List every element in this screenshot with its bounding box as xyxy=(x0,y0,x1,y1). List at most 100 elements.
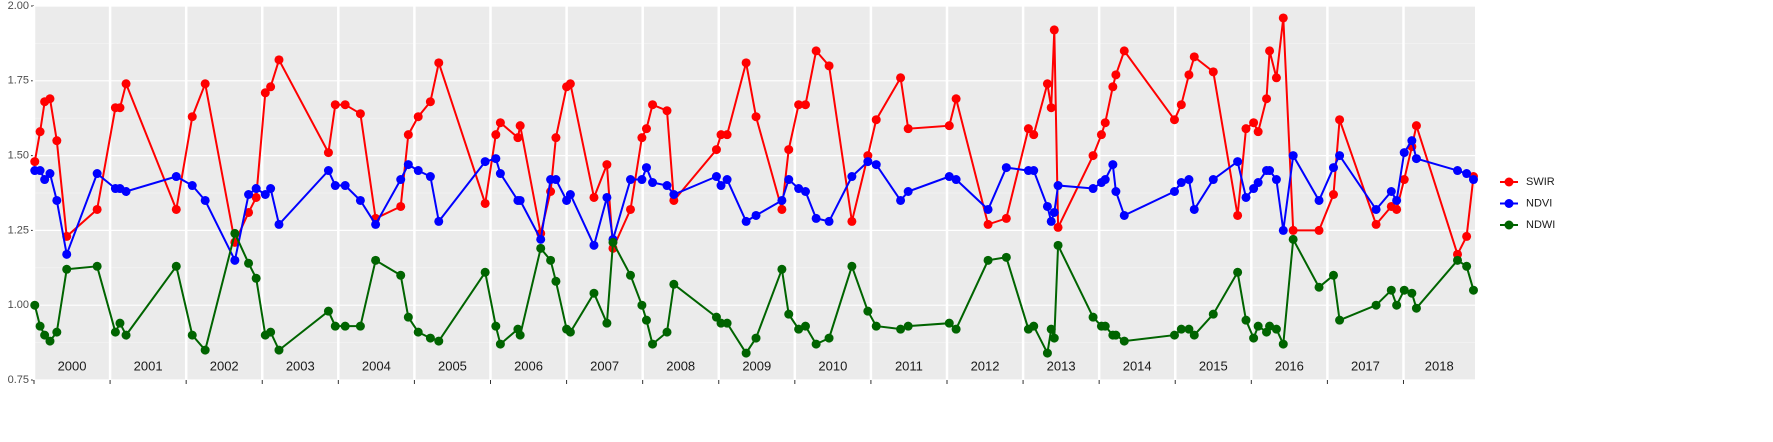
data-point xyxy=(1335,151,1345,161)
data-point xyxy=(1253,321,1263,331)
data-point xyxy=(903,187,913,197)
x-tick-label: 2002 xyxy=(210,358,239,373)
data-point xyxy=(1288,225,1298,235)
data-point xyxy=(515,121,525,131)
data-point xyxy=(1233,157,1243,167)
data-point xyxy=(1371,300,1381,310)
data-point xyxy=(355,321,365,331)
data-point xyxy=(944,172,954,182)
data-point xyxy=(1278,225,1288,235)
y-tick-label: 1.00 xyxy=(8,299,29,311)
data-point xyxy=(1119,46,1129,56)
data-point xyxy=(722,175,732,185)
data-point xyxy=(1462,231,1472,241)
data-point xyxy=(121,330,131,340)
data-point xyxy=(274,219,284,229)
data-point xyxy=(1042,201,1052,211)
data-point xyxy=(1407,288,1417,298)
data-point xyxy=(565,189,575,199)
data-point xyxy=(944,121,954,131)
data-point xyxy=(1053,240,1063,250)
data-point xyxy=(983,204,993,214)
data-point xyxy=(110,327,120,337)
data-point xyxy=(711,172,721,182)
data-point xyxy=(251,192,261,202)
data-point xyxy=(1208,175,1218,185)
data-point xyxy=(1253,127,1263,137)
data-point xyxy=(1046,103,1056,113)
data-point xyxy=(1046,324,1056,334)
data-point xyxy=(1288,151,1298,161)
data-point xyxy=(491,321,501,331)
data-point xyxy=(608,237,618,247)
data-point xyxy=(491,130,501,140)
x-tick-label: 2011 xyxy=(895,358,923,373)
data-point xyxy=(1001,252,1011,262)
data-point xyxy=(171,261,181,271)
data-point xyxy=(403,130,413,140)
data-point xyxy=(1407,136,1417,146)
data-point xyxy=(515,330,525,340)
data-point xyxy=(251,273,261,283)
data-point xyxy=(1411,121,1421,131)
data-point xyxy=(1096,130,1106,140)
series-line xyxy=(33,230,1475,357)
data-point xyxy=(1241,124,1251,134)
data-point xyxy=(824,333,834,343)
data-point xyxy=(551,133,561,143)
data-point xyxy=(340,321,350,331)
legend-label: NDWI xyxy=(1526,219,1555,231)
data-point xyxy=(403,160,413,170)
legend-marker xyxy=(1504,177,1514,187)
data-point xyxy=(92,261,102,271)
data-point xyxy=(1386,285,1396,295)
data-point xyxy=(396,175,406,185)
data-point xyxy=(1042,348,1052,358)
data-point xyxy=(1208,67,1218,77)
data-point xyxy=(944,318,954,328)
data-point xyxy=(648,100,658,110)
data-point xyxy=(396,270,406,280)
data-point xyxy=(625,204,635,214)
data-point xyxy=(589,240,599,250)
data-point xyxy=(784,145,794,155)
data-point xyxy=(1208,309,1218,319)
data-point xyxy=(669,279,679,289)
data-point xyxy=(1088,312,1098,322)
data-point xyxy=(1271,324,1281,334)
data-point xyxy=(1233,210,1243,220)
data-point xyxy=(121,79,131,89)
x-tick-label: 2014 xyxy=(1123,358,1152,373)
data-point xyxy=(200,345,210,355)
legend-marker xyxy=(1504,199,1514,208)
x-tick-label: 2017 xyxy=(1351,358,1380,373)
data-point xyxy=(121,187,131,197)
data-point xyxy=(480,157,490,167)
data-point xyxy=(40,175,50,185)
data-point xyxy=(480,198,490,208)
data-point xyxy=(266,82,276,92)
x-tick-label: 2001 xyxy=(134,358,163,373)
data-point xyxy=(1371,219,1381,229)
data-point xyxy=(1029,166,1039,176)
data-point xyxy=(903,124,913,134)
data-point xyxy=(371,255,381,265)
data-point xyxy=(551,175,561,185)
data-point xyxy=(1314,195,1324,205)
data-point xyxy=(1335,115,1345,125)
data-point xyxy=(794,324,804,334)
data-point xyxy=(266,184,276,194)
data-point xyxy=(1111,70,1121,80)
data-point xyxy=(784,175,794,185)
data-point xyxy=(794,184,804,194)
data-point xyxy=(847,216,857,226)
data-point xyxy=(230,228,240,238)
data-point xyxy=(536,243,546,253)
x-tick-label: 2004 xyxy=(362,358,391,373)
data-point xyxy=(625,175,635,185)
data-point xyxy=(1111,330,1121,340)
data-point xyxy=(30,157,40,167)
data-point xyxy=(1189,204,1199,214)
data-point xyxy=(495,339,505,349)
data-point xyxy=(1328,163,1338,173)
